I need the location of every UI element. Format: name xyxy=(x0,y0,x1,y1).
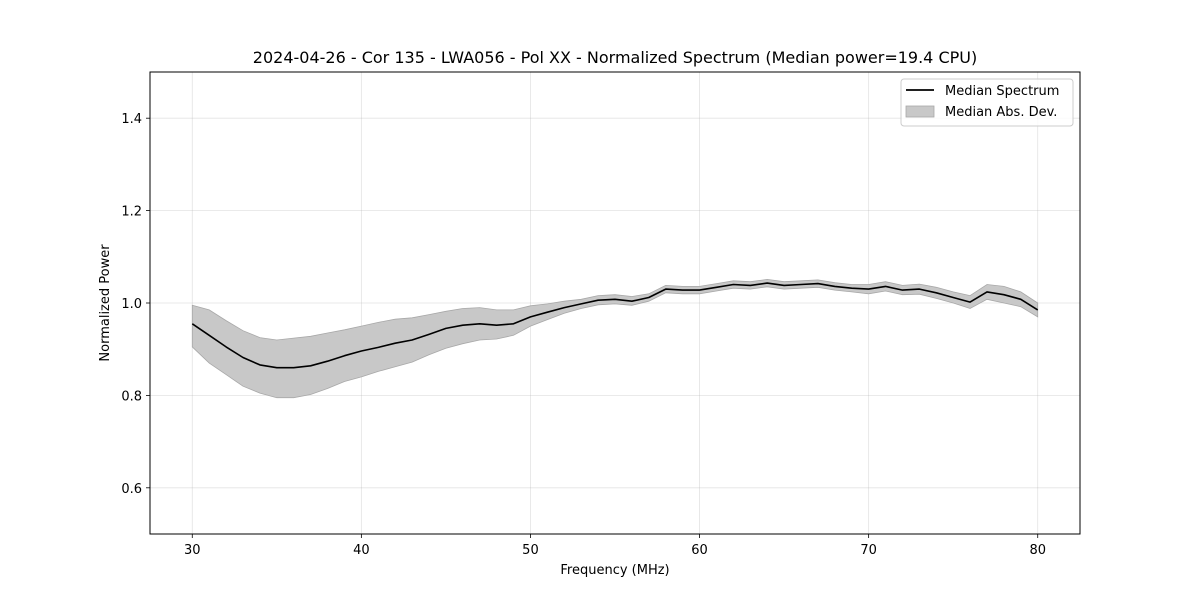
mad-band-area xyxy=(191,278,1039,399)
legend: Median Spectrum Median Abs. Dev. xyxy=(900,78,1074,127)
legend-label-median-abs-dev: Median Abs. Dev. xyxy=(945,105,1057,120)
y-tick-label: 1.4 xyxy=(121,112,142,127)
median-spectrum-line xyxy=(191,282,1039,369)
legend-band-swatch xyxy=(905,105,935,118)
legend-box xyxy=(900,78,1074,127)
y-tick-label: 0.8 xyxy=(121,389,142,404)
x-tick-label: 60 xyxy=(691,543,708,558)
x-tick-label: 40 xyxy=(353,543,370,558)
x-tick-label: 50 xyxy=(522,543,539,558)
mad-band-layer xyxy=(191,278,1039,399)
y-axis-ticks: 0.6 0.8 1.0 1.2 1.4 xyxy=(121,112,150,497)
x-tick-label: 80 xyxy=(1029,543,1046,558)
x-axis-ticks: 30 40 50 60 70 80 xyxy=(184,534,1046,558)
median-line-layer xyxy=(191,282,1039,369)
y-tick-label: 1.0 xyxy=(121,297,142,312)
chart-title: 2024-04-26 - Cor 135 - LWA056 - Pol XX -… xyxy=(253,48,977,67)
y-axis-label: Normalized Power xyxy=(98,244,113,362)
x-tick-label: 30 xyxy=(184,543,201,558)
x-tick-label: 70 xyxy=(860,543,877,558)
y-tick-label: 1.2 xyxy=(121,205,142,220)
y-tick-label: 0.6 xyxy=(121,482,142,497)
x-axis-label: Frequency (MHz) xyxy=(560,563,669,578)
legend-label-median-spectrum: Median Spectrum xyxy=(945,84,1059,99)
